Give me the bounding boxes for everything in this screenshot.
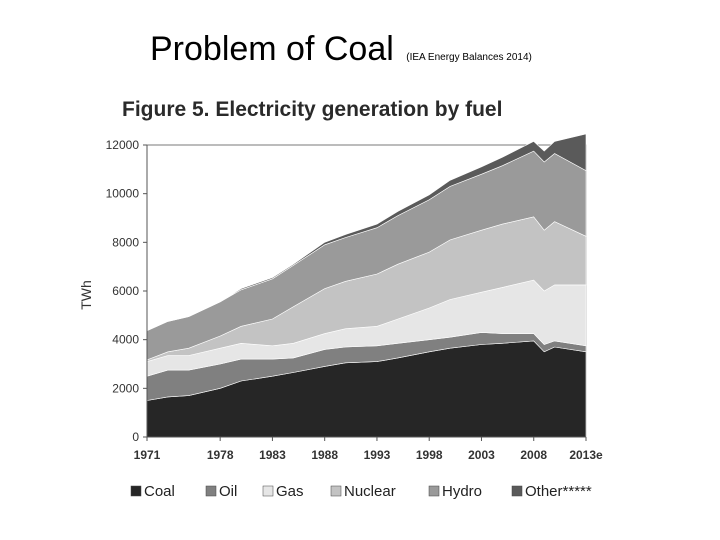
y-tick-label: 4000 (112, 333, 139, 347)
y-tick-label: 6000 (112, 284, 139, 298)
x-tick-label: 1983 (259, 448, 286, 462)
source-note: (IEA Energy Balances 2014) (406, 52, 532, 63)
x-tick-label: 2003 (468, 448, 495, 462)
legend-label: Other***** (525, 483, 592, 500)
slide-title: Problem of Coal (IEA Energy Balances 201… (150, 30, 532, 69)
y-tick-label: 0 (132, 430, 139, 444)
y-tick-label: 2000 (112, 381, 139, 395)
legend-swatch (330, 485, 342, 497)
legend-label: Gas (276, 483, 304, 500)
legend-label: Coal (144, 483, 175, 500)
legend-swatch (511, 485, 523, 497)
legend-label: Nuclear (344, 483, 396, 500)
area-other (146, 133, 587, 331)
legend-item: Oil (205, 483, 237, 500)
y-tick-label: 8000 (112, 235, 139, 249)
legend-swatch (428, 485, 440, 497)
legend-swatch (130, 485, 142, 497)
legend-swatch (205, 485, 217, 497)
legend-item: Nuclear (330, 483, 396, 500)
legend-label: Oil (219, 483, 237, 500)
slide-title-text: Problem of Coal (150, 30, 394, 68)
y-tick-label: 10000 (106, 187, 140, 201)
y-tick-label: 12000 (106, 138, 140, 152)
legend-label: Hydro (442, 483, 482, 500)
legend-item: Coal (130, 483, 175, 500)
area-series-group (146, 133, 587, 438)
x-tick-label: 1993 (364, 448, 391, 462)
x-tick-label: 1978 (207, 448, 234, 462)
legend-item: Gas (262, 483, 304, 500)
y-axis-label: TWh (78, 280, 94, 310)
legend-item: Hydro (428, 483, 482, 500)
legend-swatch (262, 485, 274, 497)
legend-item: Other***** (511, 483, 592, 500)
x-tick-label: 1971 (134, 448, 161, 462)
x-tick-label: 1998 (416, 448, 443, 462)
x-tick-label: 2008 (520, 448, 547, 462)
legend: Coal Oil Gas Nuclear Hydro Other***** (130, 483, 592, 500)
axes-group: 0 2000 4000 6000 8000 10000 12000 1971 1978 1983 1… (106, 138, 603, 462)
x-tick-label: 1988 (311, 448, 338, 462)
chart-title: Figure 5. Electricity generation by fuel (122, 98, 502, 121)
x-tick-label: 2013e (569, 448, 603, 462)
